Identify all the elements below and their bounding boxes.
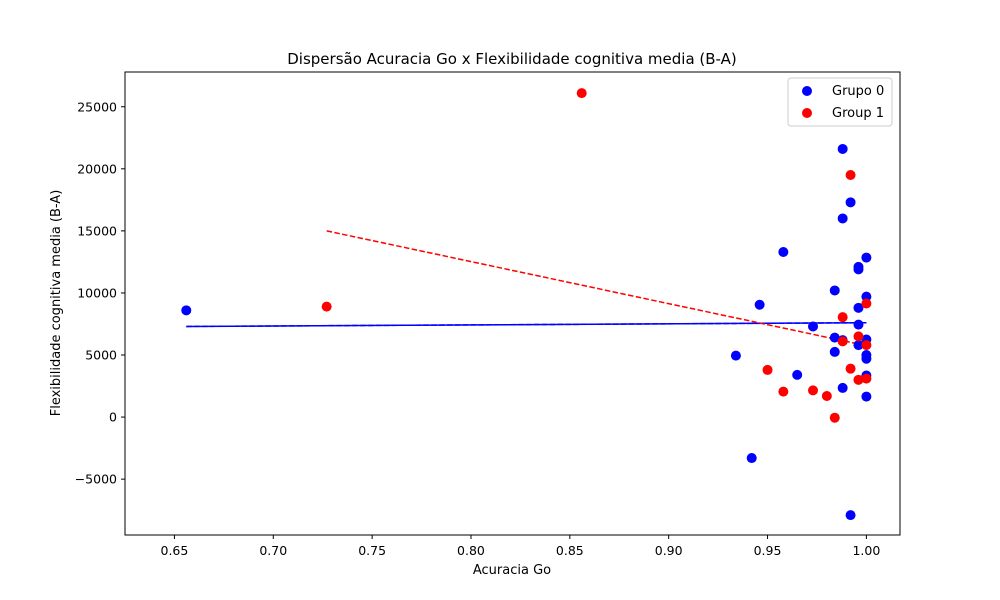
y-axis: −5000 0 5000 10000 15000 20000 25000 — [75, 99, 125, 487]
point-group-1 — [821, 390, 832, 401]
point-group-1 — [861, 373, 872, 384]
point-group-1 — [837, 336, 848, 347]
point-grupo-0 — [746, 453, 757, 464]
point-group-1 — [861, 298, 872, 309]
legend-label-group-1: Group 1 — [832, 106, 884, 121]
trend-line-dashed-group-1 — [326, 230, 867, 347]
x-tick-label: 0.90 — [655, 543, 683, 558]
point-grupo-0 — [853, 340, 864, 351]
point-grupo-0 — [829, 285, 840, 296]
point-grupo-0 — [754, 299, 765, 310]
legend-box — [787, 77, 893, 127]
point-grupo-0 — [845, 197, 856, 208]
plot-area — [181, 88, 872, 521]
point-grupo-0 — [837, 143, 848, 154]
point-group-1 — [853, 331, 864, 342]
x-tick-label: 0.70 — [259, 543, 287, 558]
point-grupo-0 — [730, 350, 741, 361]
point-group-1 — [321, 301, 332, 312]
point-group-1 — [762, 364, 773, 375]
point-grupo-0 — [829, 346, 840, 357]
point-grupo-0 — [853, 264, 864, 275]
point-group-1 — [576, 88, 587, 99]
point-group-1 — [853, 374, 864, 385]
point-group-1 — [845, 363, 856, 374]
legend-marker-group-1 — [802, 108, 812, 118]
point-grupo-0 — [837, 382, 848, 393]
point-group-1 — [829, 412, 840, 423]
trend-line-solid-grupo-0 — [186, 321, 867, 328]
point-grupo-0 — [853, 319, 864, 330]
trend-lines — [186, 230, 867, 347]
point-grupo-0 — [845, 510, 856, 521]
point-grupo-0 — [837, 213, 848, 224]
x-tick-label: 0.85 — [556, 543, 584, 558]
point-grupo-0 — [808, 321, 819, 332]
legend-marker-grupo-0 — [802, 86, 812, 96]
point-grupo-0 — [853, 302, 864, 313]
point-grupo-0 — [181, 305, 192, 316]
y-tick-label: 15000 — [77, 223, 117, 238]
point-group-1 — [845, 170, 856, 181]
point-grupo-0 — [861, 353, 872, 364]
point-group-1 — [837, 312, 848, 323]
point-grupo-0 — [778, 246, 789, 257]
y-tick-label: −5000 — [75, 472, 117, 487]
point-group-1 — [861, 340, 872, 351]
y-tick-label: 5000 — [85, 348, 117, 363]
x-tick-label: 0.95 — [754, 543, 782, 558]
x-tick-label: 0.75 — [358, 543, 386, 558]
y-tick-label: 25000 — [77, 99, 117, 114]
point-grupo-0 — [829, 332, 840, 343]
point-group-1 — [778, 386, 789, 397]
x-tick-label: 0.65 — [161, 543, 189, 558]
x-tick-label: 1.00 — [852, 543, 880, 558]
data-points — [181, 88, 872, 521]
y-tick-label: 10000 — [77, 285, 117, 300]
y-tick-label: 0 — [109, 410, 117, 425]
point-grupo-0 — [861, 391, 872, 402]
point-grupo-0 — [861, 252, 872, 263]
y-tick-label: 20000 — [77, 161, 117, 176]
legend: Grupo 0 Group 1 — [787, 77, 893, 127]
point-group-1 — [808, 385, 819, 396]
x-tick-label: 0.80 — [457, 543, 485, 558]
point-grupo-0 — [792, 369, 803, 380]
legend-label-grupo-0: Grupo 0 — [832, 84, 884, 99]
y-axis-label: Flexibilidade cognitiva media (B-A) — [49, 190, 64, 417]
chart-title: Dispersão Acuracia Go x Flexibilidade co… — [287, 50, 737, 68]
x-axis: 0.65 0.70 0.75 0.80 0.85 0.90 0.95 1.00 — [161, 535, 880, 558]
x-axis-label: Acuracia Go — [473, 563, 551, 578]
plot-frame — [124, 71, 901, 536]
